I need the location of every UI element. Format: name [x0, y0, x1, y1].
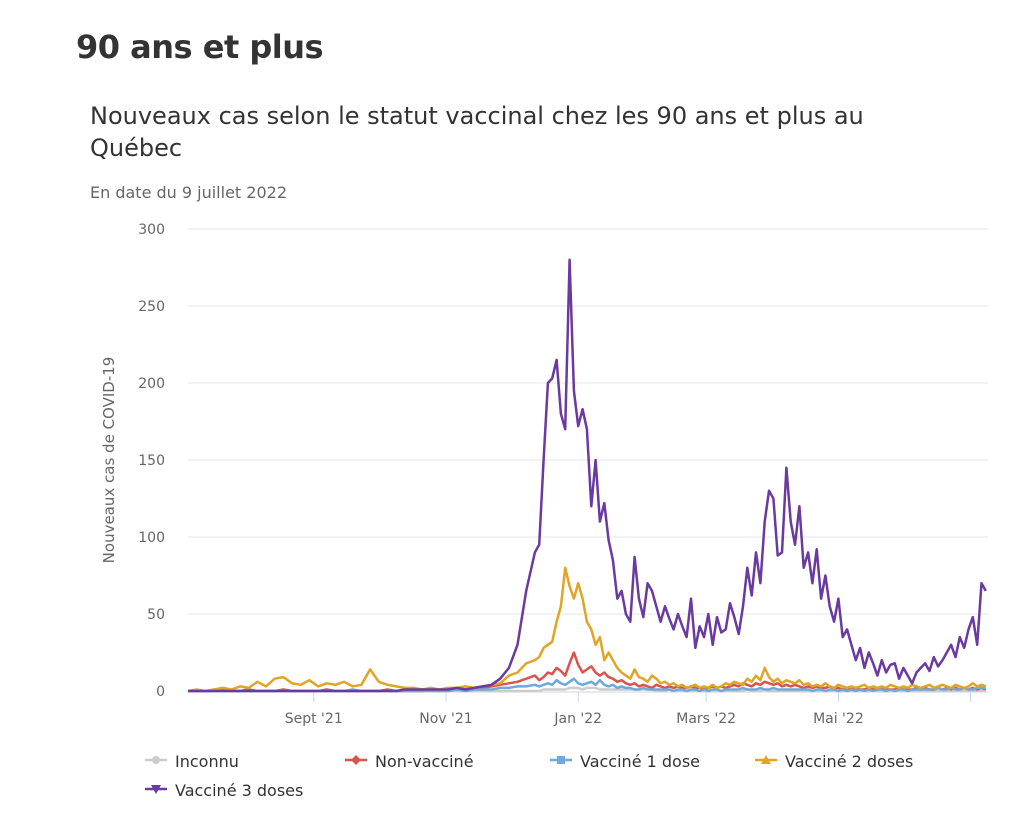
grid-lines [188, 228, 988, 615]
legend-item-non-vaccine[interactable]: Non-vacciné [345, 752, 474, 771]
legend-item-vaccine-2-doses[interactable]: Vacciné 2 doses [755, 752, 913, 771]
chart-title: Nouveaux cas selon le statut vaccinal ch… [90, 102, 864, 162]
x-axis: Sept '21 Nov '21 Jan '22 Mars '22 Mai '22 [188, 691, 988, 727]
square-marker-icon [550, 752, 572, 771]
x-tick-label: Nov '21 [419, 711, 472, 727]
legend-label: Vacciné 3 doses [175, 781, 304, 800]
y-axis-title: Nouveaux cas de COVID-19 [100, 357, 118, 564]
y-tick-label: 0 [156, 684, 165, 700]
series-line-vaccine-2-doses[interactable] [187, 566, 987, 693]
section-title: 90 ans et plus [76, 28, 324, 66]
legend-label: Non-vacciné [375, 752, 474, 771]
series-group [187, 258, 987, 693]
y-tick-label: 200 [138, 376, 165, 392]
legend-label: Vacciné 1 dose [580, 752, 701, 771]
legend-label: Inconnu [175, 752, 239, 771]
x-tick-label: Jan '22 [553, 711, 602, 727]
diamond-marker-icon [345, 752, 367, 771]
chart-subtitle: En date du 9 juillet 2022 [90, 183, 287, 202]
legend-item-vaccine-1-dose[interactable]: Vacciné 1 dose [550, 752, 700, 771]
x-tick-label: Mai '22 [813, 711, 864, 727]
series-line-vaccine-3-doses[interactable] [188, 258, 987, 693]
legend-item-vaccine-3-doses[interactable]: Vacciné 3 doses [145, 781, 303, 800]
triangle-marker-icon [755, 752, 777, 771]
y-tick-label: 50 [147, 607, 165, 623]
x-tick-label: Sept '21 [285, 711, 343, 727]
circle-marker-icon [145, 752, 167, 771]
x-tick-label: Mars '22 [676, 711, 736, 727]
legend-label: Vacciné 2 doses [785, 752, 914, 771]
y-tick-label: 100 [138, 530, 165, 546]
triangle-down-marker-icon [145, 781, 167, 800]
y-axis-ticks: 0 50 100 150 200 250 300 [138, 222, 165, 700]
y-tick-label: 150 [138, 453, 165, 469]
y-tick-label: 250 [138, 299, 165, 315]
y-tick-label: 300 [138, 222, 165, 238]
legend-item-inconnu[interactable]: Inconnu [145, 752, 239, 771]
